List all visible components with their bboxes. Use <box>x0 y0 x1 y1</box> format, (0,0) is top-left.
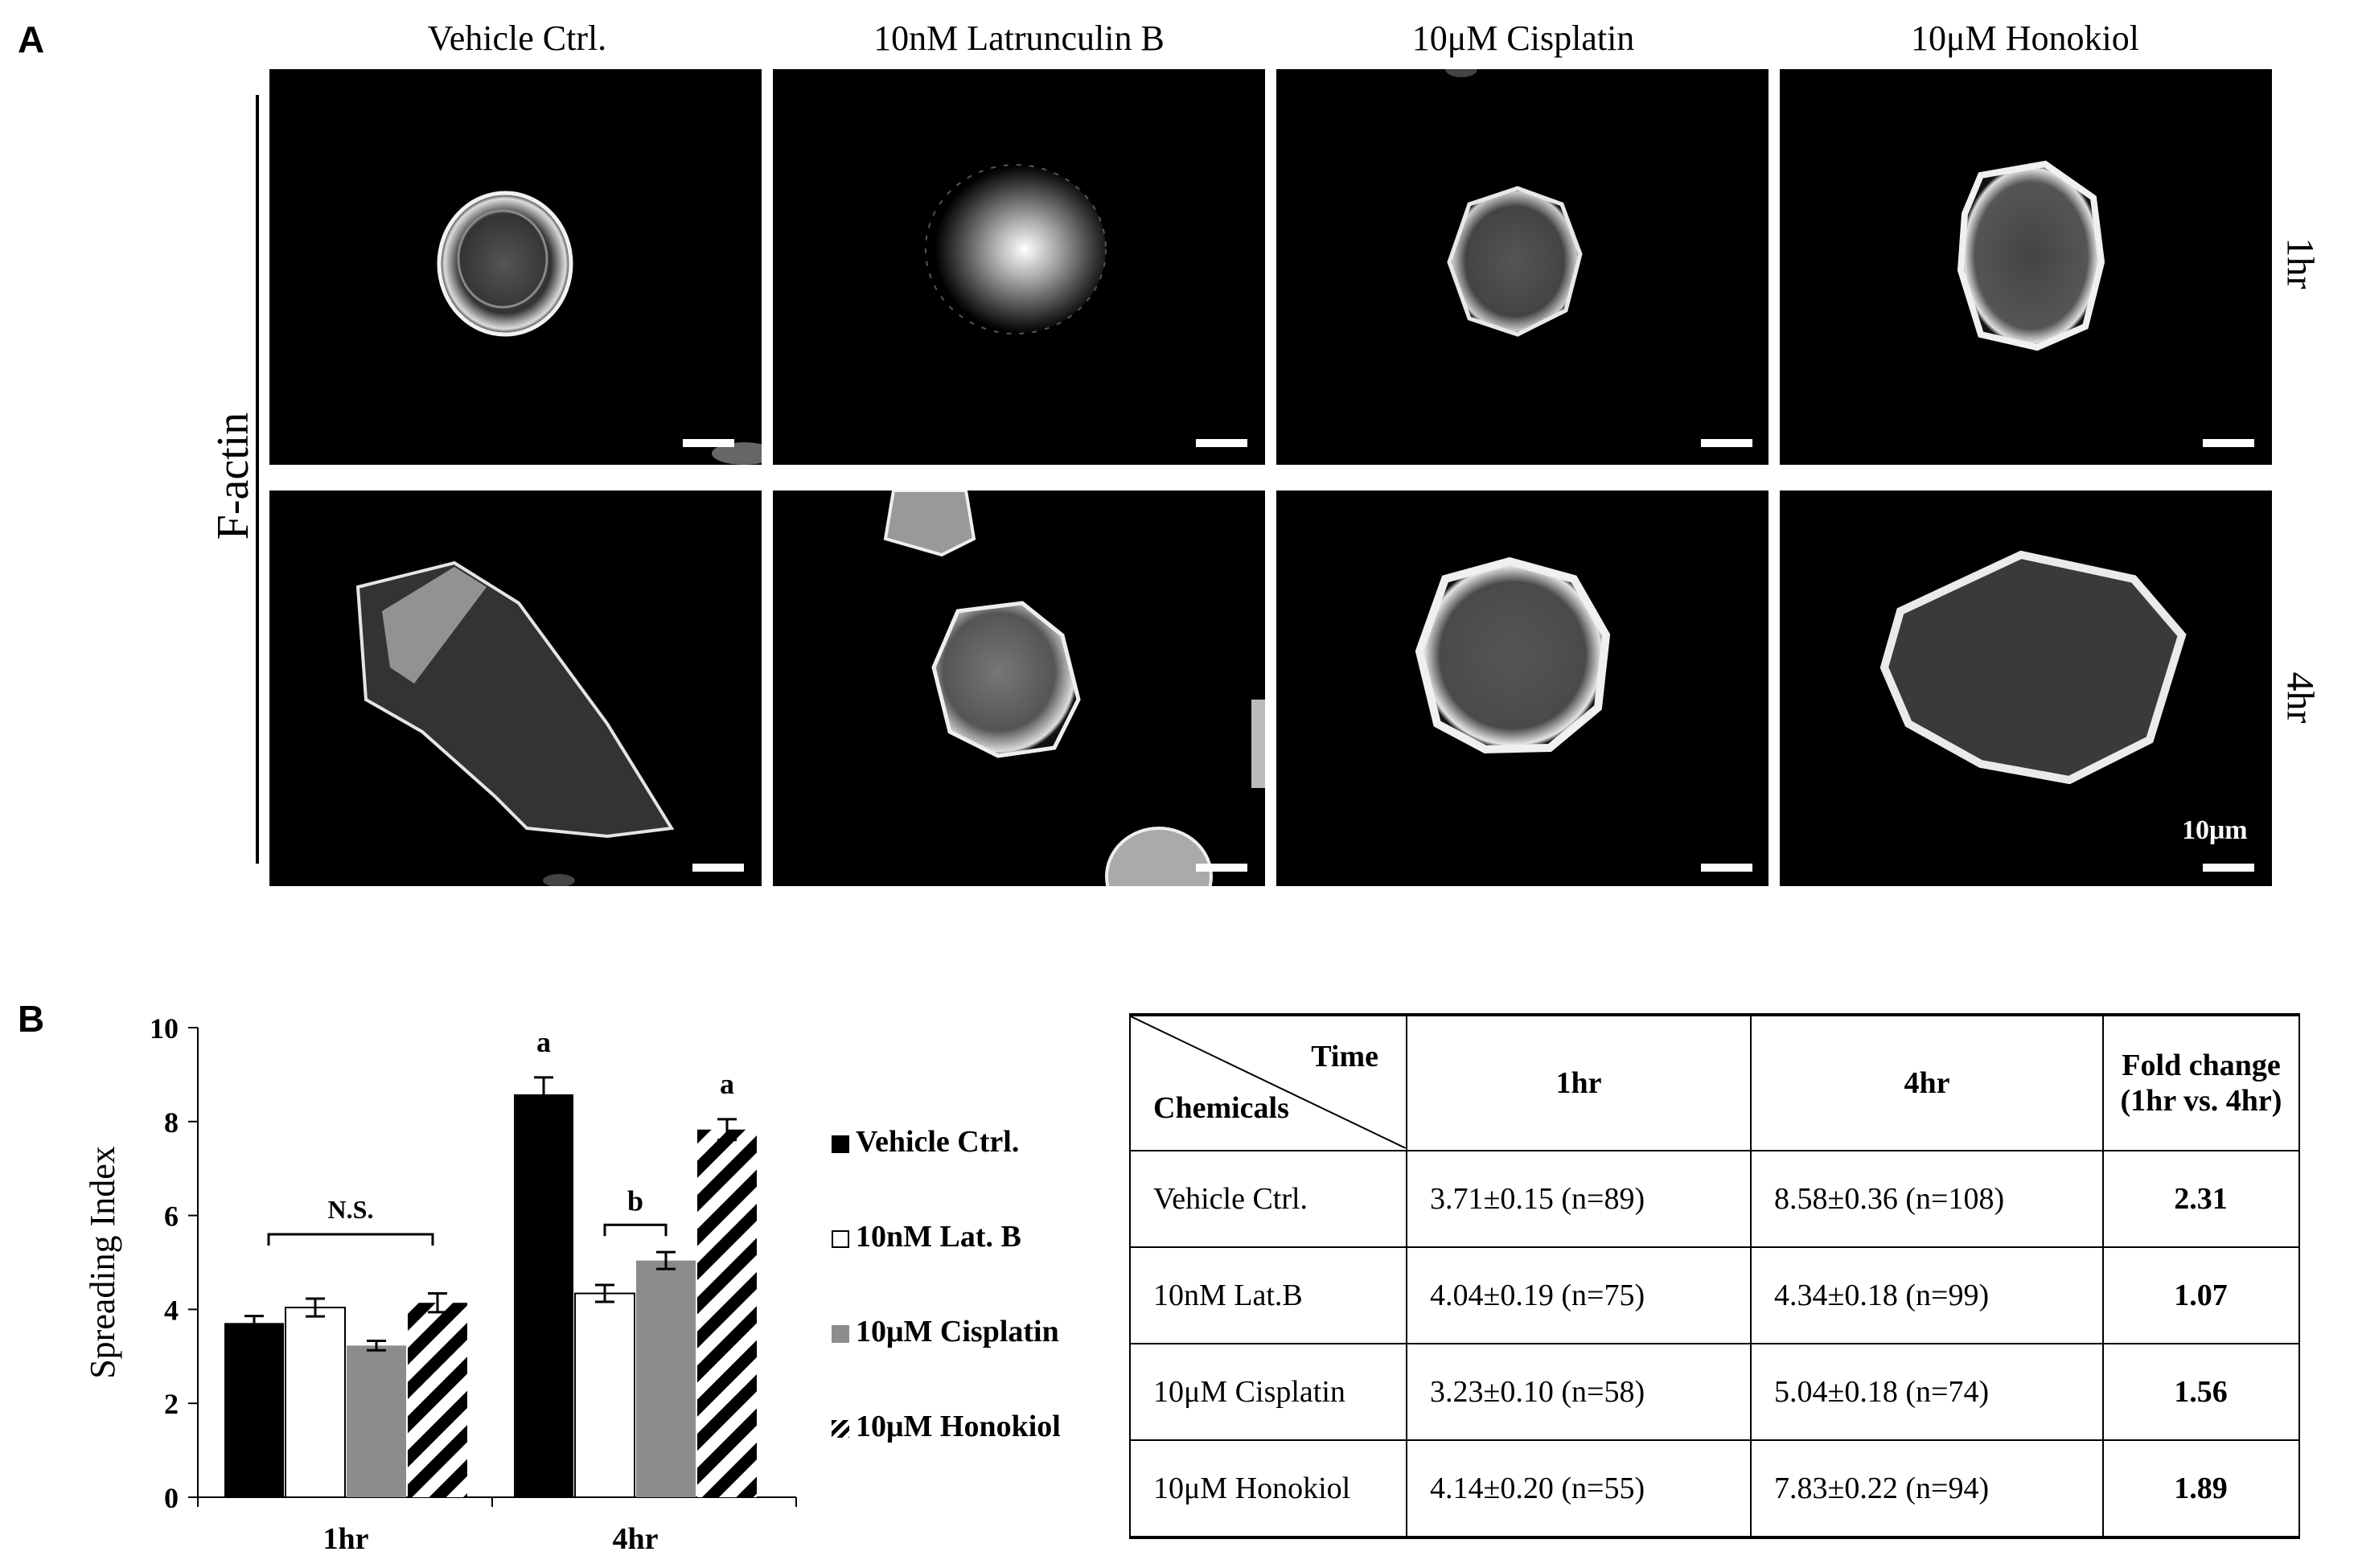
bar <box>347 1345 406 1497</box>
cell-fold: 1.07 <box>2102 1246 2300 1344</box>
table-row: Vehicle Ctrl. 3.71±0.15 (n=89) 8.58±0.36… <box>1129 1150 2300 1248</box>
legend-item-latb: 10nM Lat. B <box>832 1219 1021 1254</box>
legend-label: Vehicle Ctrl. <box>856 1125 1020 1159</box>
table-row: 10μM Cisplatin 3.23±0.10 (n=58) 5.04±0.1… <box>1129 1343 2300 1441</box>
legend-label: 10μM Cisplatin <box>856 1315 1059 1348</box>
cell-1hr: 4.14±0.20 (n=55) <box>1406 1439 1752 1539</box>
bar <box>697 1129 757 1497</box>
micrograph-cisplatin-1hr <box>1276 69 1768 465</box>
cell-1hr: 3.23±0.10 (n=58) <box>1406 1343 1752 1441</box>
column-title-vehicle: Vehicle Ctrl. <box>427 18 607 58</box>
legend-swatch-striped <box>832 1420 849 1438</box>
bar <box>636 1260 696 1497</box>
cell-fold: 1.56 <box>2102 1343 2300 1441</box>
cell-4hr: 5.04±0.18 (n=74) <box>1750 1343 2104 1441</box>
scale-bar <box>2203 864 2254 872</box>
a-label: a <box>536 1026 551 1058</box>
header-1hr: 1hr <box>1406 1013 1752 1151</box>
micrograph-honokiol-1hr <box>1780 69 2272 465</box>
cell-1hr: 3.71±0.15 (n=89) <box>1406 1150 1752 1248</box>
row-label-1hr: 1hr <box>2278 237 2322 289</box>
scale-bar <box>683 439 734 447</box>
cell-fold: 1.89 <box>2102 1439 2300 1539</box>
table-row: 10nM Lat.B 4.04±0.19 (n=75) 4.34±0.18 (n… <box>1129 1246 2300 1344</box>
micrograph-honokiol-4hr: 10μm <box>1780 491 2272 886</box>
scale-bar <box>1701 439 1752 447</box>
legend-item-honokiol: 10μM Honokiol <box>832 1409 1061 1444</box>
cell-1hr: 4.04±0.19 (n=75) <box>1406 1246 1752 1344</box>
column-title-latrunculin: 10nM Latrunculin B <box>873 18 1165 58</box>
ns-label: N.S. <box>328 1195 374 1224</box>
header-time: Time <box>1311 1040 1378 1073</box>
bar <box>408 1303 467 1497</box>
y-tick-label: 8 <box>164 1106 179 1139</box>
scale-bar <box>1701 864 1752 872</box>
micrograph-vehicle-1hr <box>269 69 762 465</box>
legend-label: 10nM Lat. B <box>856 1220 1021 1254</box>
ns-bracket <box>267 1233 434 1246</box>
scale-bar <box>2203 439 2254 447</box>
legend-label: 10μM Honokiol <box>856 1410 1061 1443</box>
b-bracket <box>603 1223 668 1237</box>
cell-4hr: 7.83±0.22 (n=94) <box>1750 1439 2104 1539</box>
stain-label: F-actin <box>208 412 258 540</box>
scale-bar <box>692 864 744 872</box>
cell-4hr: 4.34±0.18 (n=99) <box>1750 1246 2104 1344</box>
b-label: b <box>627 1184 643 1217</box>
bar <box>224 1323 284 1497</box>
panel-a-letter: A <box>18 18 45 60</box>
y-tick-label: 10 <box>150 1012 179 1045</box>
header-fold-line1: Fold change <box>2122 1049 2281 1082</box>
y-tick-label: 4 <box>164 1294 179 1326</box>
micrograph-cisplatin-4hr <box>1276 491 1768 886</box>
micrograph-vehicle-4hr <box>269 491 762 886</box>
x-category-label: 4hr <box>613 1522 659 1556</box>
legend-item-vehicle: Vehicle Ctrl. <box>832 1124 1019 1160</box>
column-title-cisplatin: 10μM Cisplatin <box>1411 18 1635 58</box>
cell-chemical: 10μM Honokiol <box>1129 1439 1407 1539</box>
stain-bracket-line <box>256 95 259 864</box>
bar <box>514 1094 573 1497</box>
spreading-index-chart: 0 2 4 6 8 10 Spreading Index 1hr 4hr N.S. b a a <box>83 1012 797 1556</box>
column-title-honokiol: 10μM Honokiol <box>1911 18 2139 58</box>
bar <box>285 1307 346 1498</box>
cell-chemical: Vehicle Ctrl. <box>1129 1150 1407 1248</box>
a-label: a <box>720 1068 734 1100</box>
header-4hr: 4hr <box>1750 1013 2104 1151</box>
table-row: 10μM Honokiol 4.14±0.20 (n=55) 7.83±0.22… <box>1129 1439 2300 1539</box>
bar <box>574 1292 635 1498</box>
cell-fold: 2.31 <box>2102 1150 2300 1248</box>
table-header-row: Time Chemicals 1hr 4hr Fold change (1hr … <box>1129 1013 2300 1151</box>
micrograph-latrunculin-4hr <box>773 491 1265 886</box>
legend-swatch-gray <box>832 1325 849 1343</box>
scale-bar <box>1196 439 1247 447</box>
scale-bar <box>1196 864 1247 872</box>
header-fold-change: Fold change (1hr vs. 4hr) <box>2102 1013 2300 1151</box>
y-tick-label: 2 <box>164 1388 179 1420</box>
header-time-chemicals: Time Chemicals <box>1129 1013 1407 1151</box>
micrograph-latrunculin-1hr <box>773 69 1265 465</box>
header-fold-line2: (1hr vs. 4hr) <box>2120 1084 2282 1118</box>
legend-swatch-open <box>832 1230 849 1248</box>
legend-swatch-solid-black <box>832 1135 849 1153</box>
diagonal-divider <box>1131 1016 1406 1148</box>
panel-b-letter: B <box>18 998 45 1040</box>
spreading-summary-table: Time Chemicals 1hr 4hr Fold change (1hr … <box>1129 1013 2300 1539</box>
y-tick-label: 0 <box>164 1482 179 1514</box>
cell-chemical: 10nM Lat.B <box>1129 1246 1407 1344</box>
cell-chemical: 10μM Cisplatin <box>1129 1343 1407 1441</box>
y-axis-label: Spreading Index <box>83 1146 122 1379</box>
scale-bar-label: 10μm <box>2182 815 2248 845</box>
legend-item-cisplatin: 10μM Cisplatin <box>832 1314 1059 1349</box>
row-label-4hr: 4hr <box>2278 671 2322 724</box>
x-category-label: 1hr <box>323 1522 369 1556</box>
y-tick-label: 6 <box>164 1201 179 1233</box>
cell-4hr: 8.58±0.36 (n=108) <box>1750 1150 2104 1248</box>
header-chemicals: Chemicals <box>1153 1091 1289 1125</box>
